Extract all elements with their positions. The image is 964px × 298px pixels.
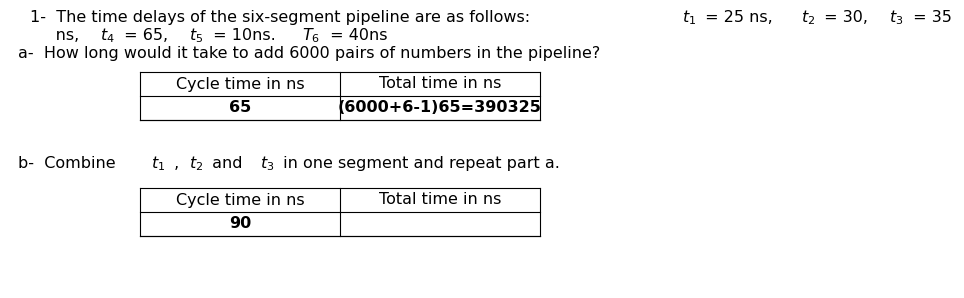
Text: = 65,: = 65, [120,28,174,43]
Text: b-  Combine: b- Combine [18,156,120,171]
Text: ns,: ns, [30,28,85,43]
Text: a-  How long would it take to add 6000 pairs of numbers in the pipeline?: a- How long would it take to add 6000 pa… [18,46,601,61]
Text: = 25 ns,: = 25 ns, [700,10,778,25]
Text: (6000+6-1)65=390325: (6000+6-1)65=390325 [338,100,542,116]
Text: $t_3$: $t_3$ [259,154,274,173]
Text: = 40ns: = 40ns [325,28,388,43]
Text: $t_3$: $t_3$ [889,8,903,27]
Text: Cycle time in ns: Cycle time in ns [175,77,305,91]
Text: Total time in ns: Total time in ns [379,193,501,207]
Text: = 35: = 35 [907,10,951,25]
Text: $t_5$: $t_5$ [189,26,203,45]
Text: Total time in ns: Total time in ns [379,77,501,91]
Text: $t_2$: $t_2$ [801,8,815,27]
Text: in one segment and repeat part a.: in one segment and repeat part a. [279,156,560,171]
Text: = 30,: = 30, [819,10,873,25]
Text: $t_1$: $t_1$ [150,154,165,173]
Text: 1-  The time delays of the six-segment pipeline are as follows:: 1- The time delays of the six-segment pi… [30,10,535,25]
Text: $T_6$: $T_6$ [302,26,320,45]
Text: Cycle time in ns: Cycle time in ns [175,193,305,207]
Text: = 10ns.: = 10ns. [207,28,281,43]
Text: 65: 65 [228,100,252,116]
Text: $t_2$: $t_2$ [189,154,203,173]
Text: ,: , [169,156,184,171]
Text: and: and [207,156,248,171]
Text: $t_4$: $t_4$ [100,26,115,45]
Text: 90: 90 [228,217,252,232]
Text: $t_1$: $t_1$ [682,8,696,27]
